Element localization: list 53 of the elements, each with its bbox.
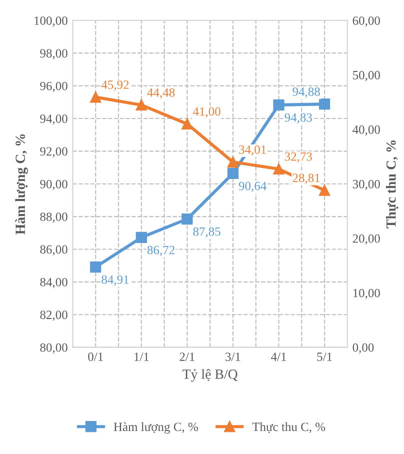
point (318, 184, 330, 196)
y-tick-label: 100,00 (34, 16, 68, 27)
y2-tick-label: 30,00 (352, 180, 380, 190)
y-tick-label: 94,00 (40, 114, 68, 125)
legend-label: Thực thu C, % (252, 422, 326, 434)
y2-axis-title: Thực thu C, % (386, 140, 398, 228)
x-tick-label: 5/1 (317, 352, 332, 361)
y2-tick-label: 10,00 (353, 288, 380, 300)
point (136, 99, 147, 111)
x-tick-label: 4/1 (271, 352, 286, 361)
y-axis-title: Hàm lượng C, % (15, 134, 28, 234)
y-tick-label: 84,00 (40, 278, 68, 288)
data-label: 84,91 (102, 275, 129, 286)
point (227, 156, 239, 168)
y2-tick-label: 50,00 (353, 70, 380, 82)
data-label: 86,72 (147, 246, 174, 256)
data-label: 28,81 (292, 174, 320, 184)
point (273, 163, 284, 175)
y-tick-label: 92,00 (40, 147, 68, 158)
point (227, 168, 239, 179)
data-label: 41,00 (192, 107, 220, 118)
y-tick-label: 98,00 (40, 49, 68, 60)
point (182, 118, 193, 130)
x-tick-label: 1/1 (134, 352, 149, 361)
data-label: 44,48 (147, 88, 175, 99)
y2-tick-label: 20,00 (352, 234, 380, 245)
y-tick-label: 90,00 (40, 180, 68, 190)
x-tick-label: 3/1 (226, 352, 240, 361)
point (90, 262, 102, 273)
point (182, 213, 193, 225)
data-label: 94,88 (292, 87, 320, 98)
y-tick-label: 86,00 (40, 245, 68, 256)
point (318, 98, 330, 110)
data-label: 34,01 (239, 145, 266, 156)
x-tick-label: 0/1 (88, 352, 103, 361)
data-label: 90,64 (238, 182, 266, 192)
data-label: 87,85 (193, 227, 220, 238)
y2-tick-label: 0,00 (352, 343, 374, 354)
x-tick-label: 2/1 (180, 352, 194, 361)
data-label: 94,83 (284, 113, 312, 124)
point (90, 92, 102, 103)
y-tick-label: 96,00 (40, 82, 68, 92)
y2-tick-label: 60,00 (352, 16, 380, 27)
data-label: 45,92 (101, 80, 129, 91)
y-tick-label: 88,00 (40, 212, 68, 223)
data-label: 32,73 (284, 152, 312, 163)
legend-label: Hàm lượng C, % (114, 422, 198, 434)
y-tick-label: 82,00 (40, 310, 68, 321)
x-axis-title: Tỷ lệ B/Q (182, 369, 238, 382)
y-tick-label: 80,00 (40, 343, 68, 354)
point (273, 99, 284, 110)
y2-tick-label: 40,00 (352, 125, 380, 136)
point (136, 232, 147, 244)
